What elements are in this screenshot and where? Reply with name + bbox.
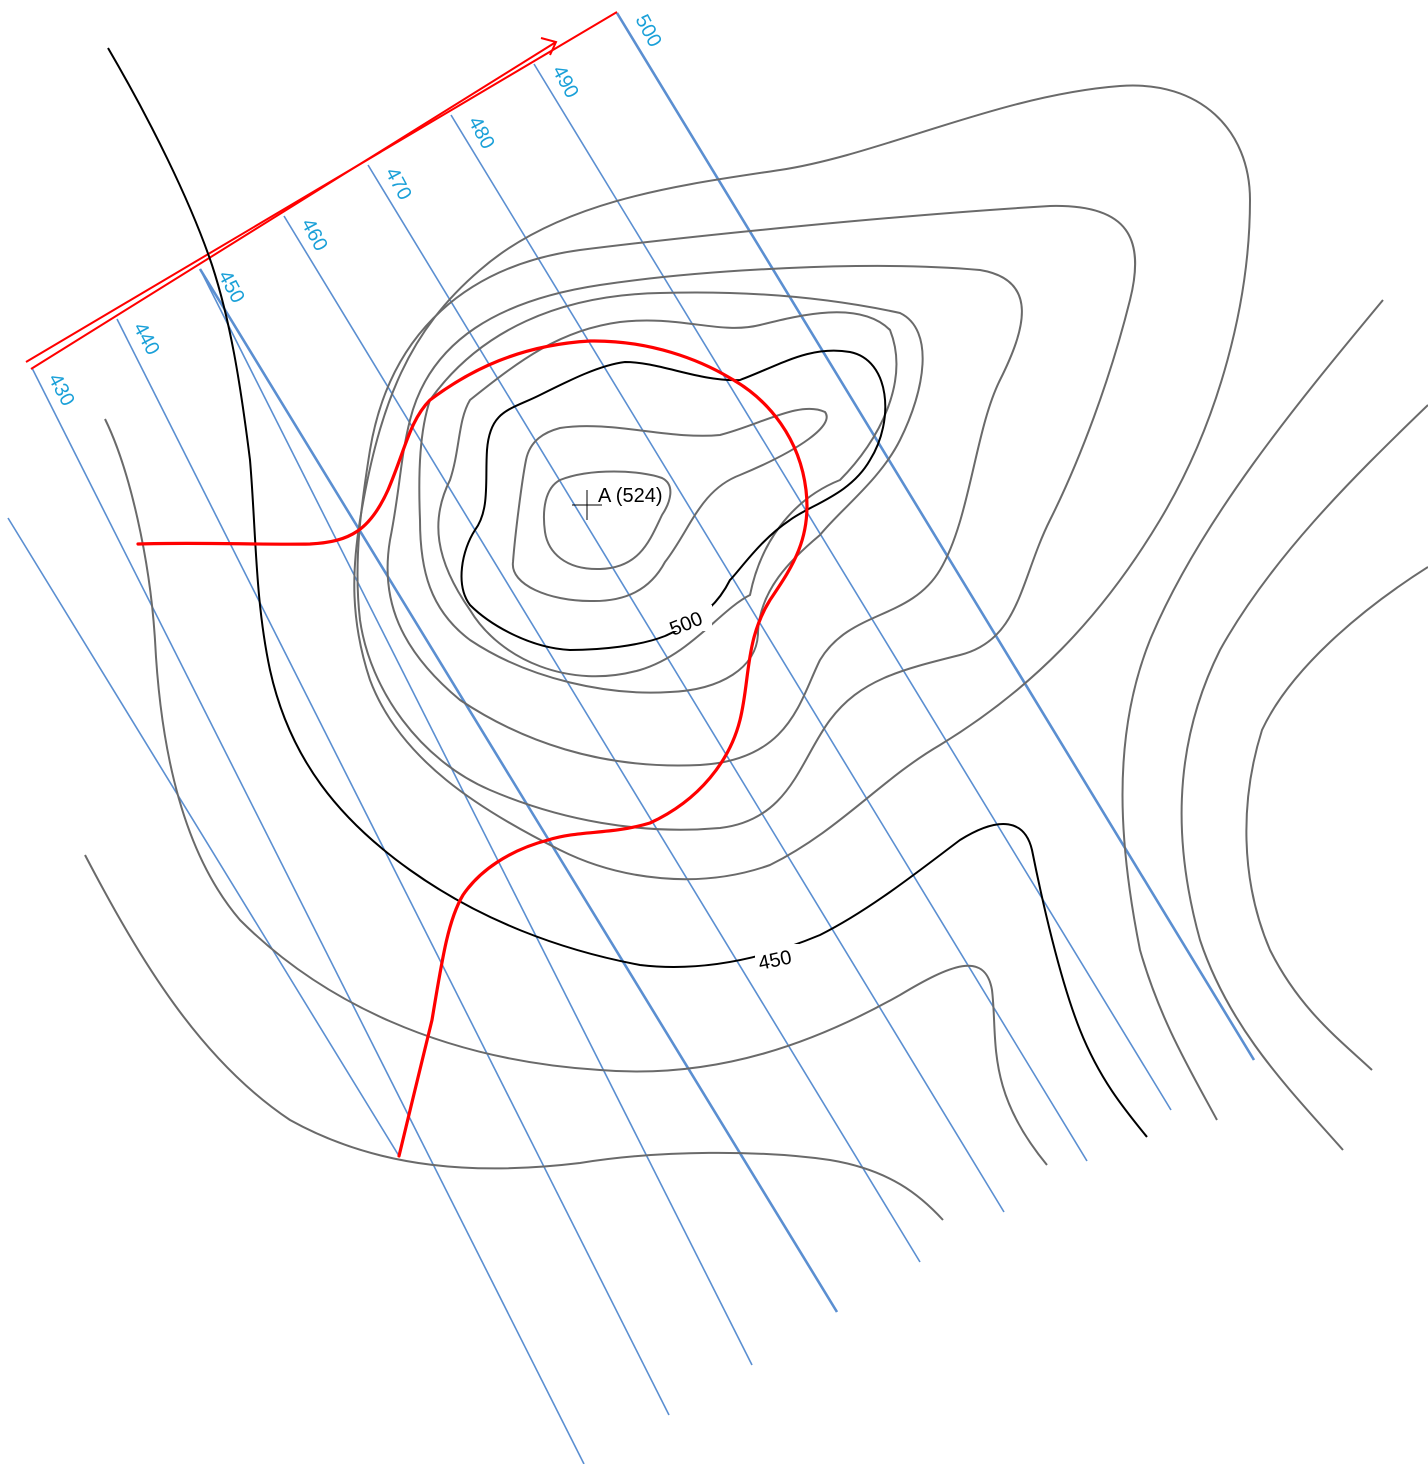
contour-southwest-open (84, 854, 944, 1221)
contour-summit-4 (418, 291, 924, 694)
topographic-contours (84, 84, 1428, 1221)
plane-labels: 430 440 450 460 470 480 490 500 (44, 11, 666, 410)
plane-line-490 (533, 63, 1172, 1111)
summit-point-a: A (524) (572, 485, 662, 520)
plane-label-480: 480 (464, 113, 499, 153)
plane-label-460: 460 (297, 215, 332, 255)
index-contour-500 (460, 349, 887, 652)
point-label-a: A (524) (598, 485, 662, 507)
plane-line-450b (199, 268, 753, 1366)
outcrop-trace (136, 339, 809, 1158)
contour-east-3 (1245, 566, 1428, 1071)
dip-direction-arrow (25, 11, 618, 370)
plane-line-480 (450, 114, 1088, 1162)
arrow-head (540, 37, 558, 56)
contour-west-open (104, 418, 1048, 1166)
contour-summit-2 (511, 407, 828, 603)
contour-summit-inner (542, 470, 672, 571)
contour-summit-3 (437, 311, 898, 678)
index-contours: 500 450 (107, 47, 1148, 1138)
plane-line-440 (116, 318, 670, 1416)
arrow-shaft-inner (30, 41, 557, 370)
plane-line-500 (615, 12, 1256, 1061)
label-bg-500 (668, 605, 712, 631)
label-bg-450 (755, 944, 799, 970)
contour-mid-1 (386, 264, 1023, 767)
plane-label-430: 430 (44, 370, 79, 410)
contour-east-2 (1180, 404, 1428, 1151)
index-contour-450 (107, 47, 1148, 1138)
structure-contour-lines (7, 12, 1256, 1464)
plane-line-430 (31, 367, 585, 1464)
plane-line-460 (283, 215, 921, 1263)
plane-line-430-extension (7, 517, 400, 1157)
plane-label-470: 470 (381, 164, 416, 204)
contour-mid-3 (353, 84, 1252, 881)
plane-line-470 (367, 164, 1005, 1213)
contour-east-1 (1121, 299, 1384, 1121)
contour-mid-2 (356, 204, 1137, 831)
plane-line-450 (198, 268, 839, 1313)
